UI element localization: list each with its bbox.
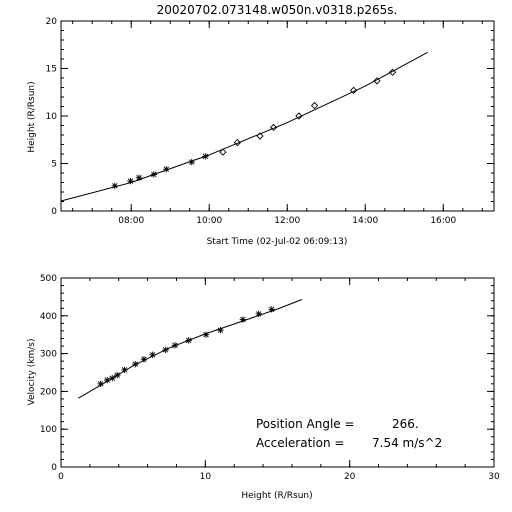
x-tick-label: 16:00	[430, 216, 456, 226]
data-point-asterisk	[127, 177, 134, 185]
y-tick-label: 0	[51, 207, 57, 217]
x-tick-label: 10	[200, 472, 212, 482]
velocity-fit-line	[78, 299, 303, 399]
data-point-asterisk	[135, 174, 143, 181]
data-point-asterisk	[97, 380, 104, 388]
data-point-asterisk	[111, 182, 119, 190]
x-tick-label: 14:00	[352, 216, 378, 226]
x-axis-label-height: Height (R/Rsun)	[241, 491, 312, 501]
data-point-asterisk	[188, 158, 195, 166]
data-point-diamond	[233, 138, 241, 147]
data-point-asterisk	[202, 153, 209, 160]
height-fit-line	[60, 51, 428, 202]
x-tick-label: 20	[344, 472, 356, 482]
x-axis-label-time: Start Time (02-Jul-02 06:09:13)	[207, 237, 348, 247]
data-point-asterisk	[255, 310, 262, 318]
data-point-asterisk	[239, 316, 247, 323]
data-point-asterisk	[132, 360, 139, 368]
data-point-asterisk	[163, 166, 170, 173]
data-point-asterisk	[185, 337, 192, 344]
data-point-asterisk	[268, 306, 275, 313]
x-tick-label: 30	[488, 472, 500, 482]
data-point-asterisk	[150, 171, 158, 178]
data-point-diamond	[219, 148, 227, 156]
y-axis-label-velocity: Velocity (km/s)	[27, 339, 37, 406]
y-tick-label: 500	[40, 274, 57, 284]
acceleration-value: 7.54 m/s^2	[372, 436, 442, 450]
x-tick-label: 10:00	[196, 216, 222, 226]
position-angle-label: Position Angle =	[256, 417, 355, 431]
data-point-diamond	[388, 68, 397, 76]
data-point-asterisk	[140, 356, 148, 363]
data-point-diamond	[310, 101, 319, 110]
data-point-asterisk	[202, 331, 210, 338]
plot-title: 20020702.073148.w050n.v0318.p265s.	[157, 3, 398, 17]
y-tick-label: 200	[40, 387, 57, 397]
y-tick-label: 10	[46, 112, 58, 122]
data-point-asterisk	[114, 371, 121, 379]
data-point-asterisk	[217, 326, 224, 334]
data-point-asterisk	[149, 351, 156, 358]
x-tick-label: 12:00	[274, 216, 300, 226]
y-tick-label: 100	[40, 425, 57, 435]
y-tick-label: 0	[51, 463, 57, 473]
velocity-height-plot: 0 10 20 30 0 100 200 300 400 500 Height (R/Rsun)…	[27, 274, 500, 501]
data-point-diamond	[256, 132, 264, 140]
plot-frame-bottom	[60, 277, 495, 468]
y-tick-label: 20	[46, 17, 58, 27]
data-point-diamond	[269, 123, 278, 132]
y-tick-label: 15	[46, 65, 57, 75]
y-tick-label: 300	[40, 350, 57, 360]
data-point-asterisk	[171, 342, 179, 349]
y-axis-label-height: Height (R/Rsun)	[27, 81, 37, 152]
data-point-diamond	[295, 112, 303, 120]
y-tick-label: 5	[51, 160, 57, 170]
data-point-asterisk	[121, 366, 128, 374]
y-tick-label: 400	[40, 312, 57, 322]
x-tick-label: 0	[58, 472, 64, 482]
data-point-diamond	[349, 86, 358, 94]
data-point-asterisk	[162, 346, 169, 354]
data-point-asterisk	[109, 374, 116, 382]
x-tick-label: 08:00	[118, 216, 144, 226]
height-time-plot: 20020702.073148.w050n.v0318.p265s. 08:00…	[27, 3, 495, 247]
data-point-asterisk	[103, 376, 111, 384]
acceleration-label: Acceleration =	[256, 436, 344, 450]
position-angle-value: 266.	[392, 417, 419, 431]
data-point-diamond	[373, 77, 381, 85]
